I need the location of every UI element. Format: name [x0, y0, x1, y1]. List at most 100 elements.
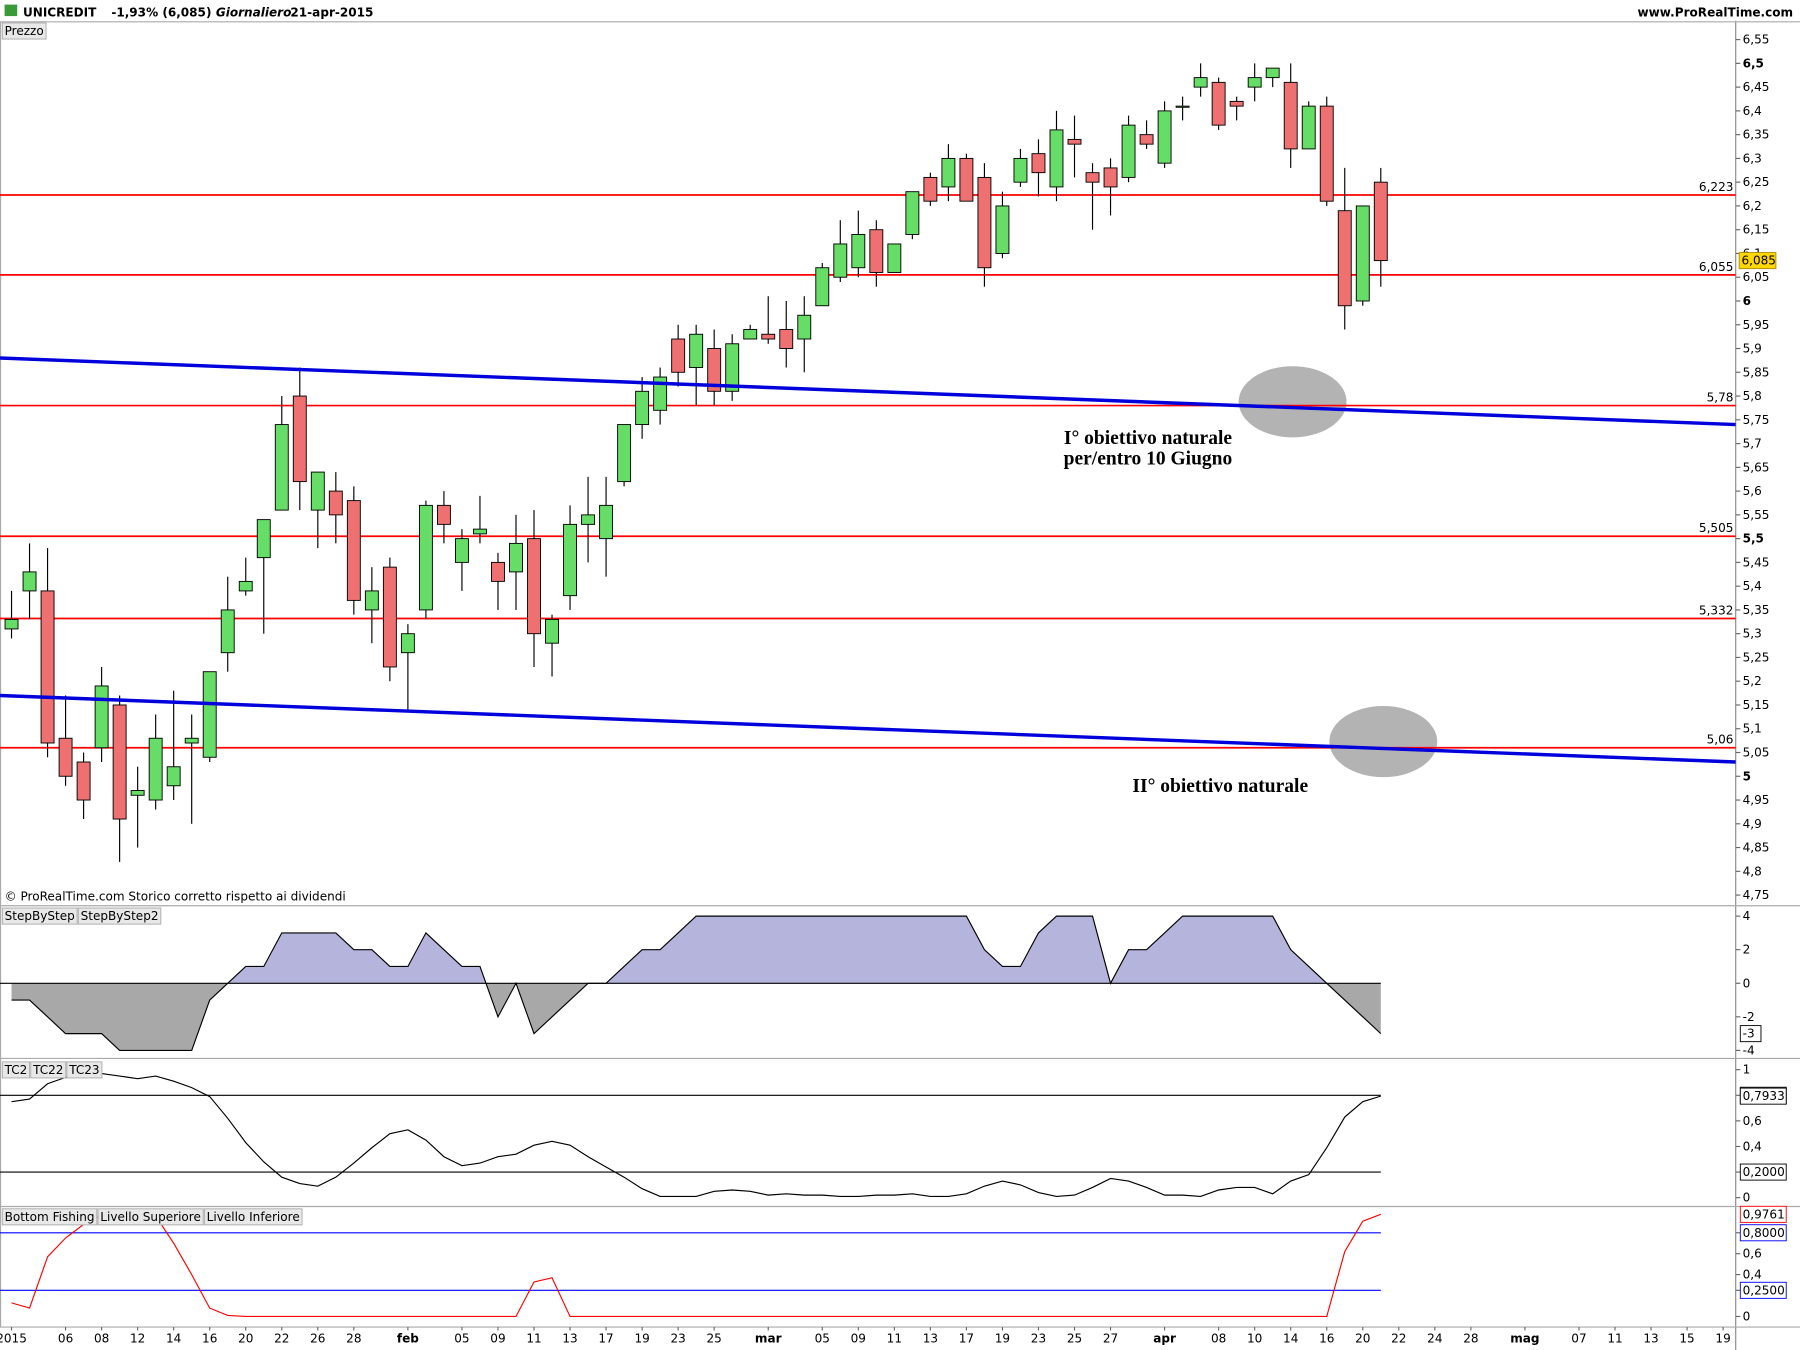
series-line: [11, 1071, 1381, 1197]
candle-body: [671, 338, 686, 373]
header: UNICREDIT -1,93% (6,085) Giornaliero 21-…: [4, 4, 1794, 20]
candle-body: [941, 157, 956, 188]
legend-label: Bottom Fishing: [5, 1210, 95, 1224]
candle-body: [1121, 124, 1136, 178]
candle-body: [815, 267, 830, 307]
level-label: 5,332: [1699, 603, 1734, 617]
candle-body: [1265, 67, 1280, 79]
trendline: [0, 693, 1736, 764]
y-tick-label: 5,85: [1743, 365, 1770, 379]
area-negative: [11, 983, 1381, 1051]
candle-body: [635, 390, 650, 426]
y-tick-label: 0: [1743, 976, 1751, 990]
last-value-label: -3: [1743, 1027, 1755, 1041]
x-tick-label: 17: [959, 1332, 974, 1346]
candle-body: [491, 561, 505, 582]
last-value-label: 0,7933: [1743, 1089, 1785, 1103]
candle-body: [1211, 81, 1226, 126]
legend-label: TC23: [68, 1063, 99, 1077]
candle-body: [617, 424, 632, 483]
y-tick-box: [1739, 1163, 1787, 1181]
y-tick-label: 4,75: [1743, 888, 1770, 902]
candle-body: [689, 333, 704, 368]
y-tick-label: 0: [1743, 1191, 1751, 1205]
y-tick-label: 5,1: [1743, 722, 1762, 736]
candle-body: [545, 618, 559, 644]
legend-label: Prezzo: [5, 24, 44, 38]
last-value-box: [1739, 1087, 1787, 1105]
y-tick-label: 6,25: [1743, 175, 1770, 189]
candle-body: [509, 542, 523, 573]
candle-body: [1319, 105, 1334, 202]
y-tick-label: 4,8: [1743, 864, 1762, 878]
candle-body: [995, 205, 1010, 254]
candle-body: [797, 314, 812, 340]
y-tick-label: 0,6: [1743, 1247, 1762, 1261]
y-tick-label: 6: [1743, 294, 1751, 308]
x-tick-label: 11: [1607, 1332, 1622, 1346]
candle-body: [1355, 205, 1370, 302]
x-tick-label: 2015: [0, 1332, 27, 1346]
annotation: II° obiettivo naturale: [1132, 776, 1308, 797]
y-tick-box: [1739, 1281, 1787, 1299]
x-tick-label: 08: [94, 1332, 109, 1346]
legend-label: StepByStep: [5, 909, 75, 923]
y-tick-label: 5,4: [1743, 579, 1762, 593]
price-plot: [0, 63, 1736, 862]
candle-body: [725, 343, 740, 392]
candle-body: [959, 157, 974, 202]
legend-box: [1, 1208, 98, 1226]
x-tick-label: 15: [1679, 1332, 1694, 1346]
candle-body: [1031, 153, 1046, 174]
y-tick-label: 5,9: [1743, 342, 1762, 356]
y-tick-label: 5,5: [1743, 532, 1764, 546]
legend-label: Livello Inferiore: [207, 1210, 300, 1224]
site: www.ProRealTime.com: [1638, 6, 1794, 20]
candle-body: [851, 233, 866, 269]
x-tick-label: 22: [274, 1332, 289, 1346]
candle-body: [1139, 134, 1154, 145]
candle-body: [1229, 100, 1244, 107]
y-tick-label: 4,9: [1743, 817, 1762, 831]
candle-body: [256, 519, 271, 559]
symbol-icon: [4, 4, 18, 17]
legend-box: [1, 907, 78, 925]
y-tick-label: 6,05: [1743, 270, 1770, 284]
x-tick-label: 25: [707, 1332, 722, 1346]
y-tick-label: 6,5: [1743, 56, 1764, 70]
y-tick-label: 0,4: [1743, 1139, 1762, 1153]
candle-body: [1157, 110, 1172, 164]
y-tick-label: 5,35: [1743, 603, 1770, 617]
candle-body: [130, 790, 145, 796]
y-tick-label: 5,2: [1743, 674, 1762, 688]
candle-body: [22, 571, 37, 592]
x-tick-label: 26: [310, 1332, 325, 1346]
copyright-note: © ProRealTime.com Storico corretto rispe…: [5, 890, 346, 904]
candle-body: [707, 348, 722, 392]
candle-body: [869, 229, 884, 273]
x-tick-label: 25: [1067, 1332, 1082, 1346]
x-tick-label: 13: [1643, 1332, 1658, 1346]
x-tick-label: 22: [1391, 1332, 1406, 1346]
last-value-box: [1739, 1205, 1787, 1223]
y-tick-box: [1739, 1224, 1787, 1242]
candle-body: [112, 704, 127, 820]
x-tick-label: 13: [562, 1332, 577, 1346]
candle-body: [1193, 77, 1208, 88]
level-label: 5,06: [1707, 733, 1734, 747]
line-plot: [0, 1071, 1381, 1197]
candle-body: [76, 761, 91, 801]
legend-box: [203, 1208, 303, 1226]
y-tick-label: 5,15: [1743, 698, 1770, 712]
y-tick-label: 5,95: [1743, 318, 1770, 332]
x-tick-label: 09: [490, 1332, 505, 1346]
candle-body: [202, 671, 217, 758]
candle-body: [1247, 77, 1262, 88]
candle-body: [346, 500, 361, 601]
candle-body: [581, 514, 596, 525]
candle-body: [418, 504, 433, 611]
area-positive: [11, 916, 1381, 984]
